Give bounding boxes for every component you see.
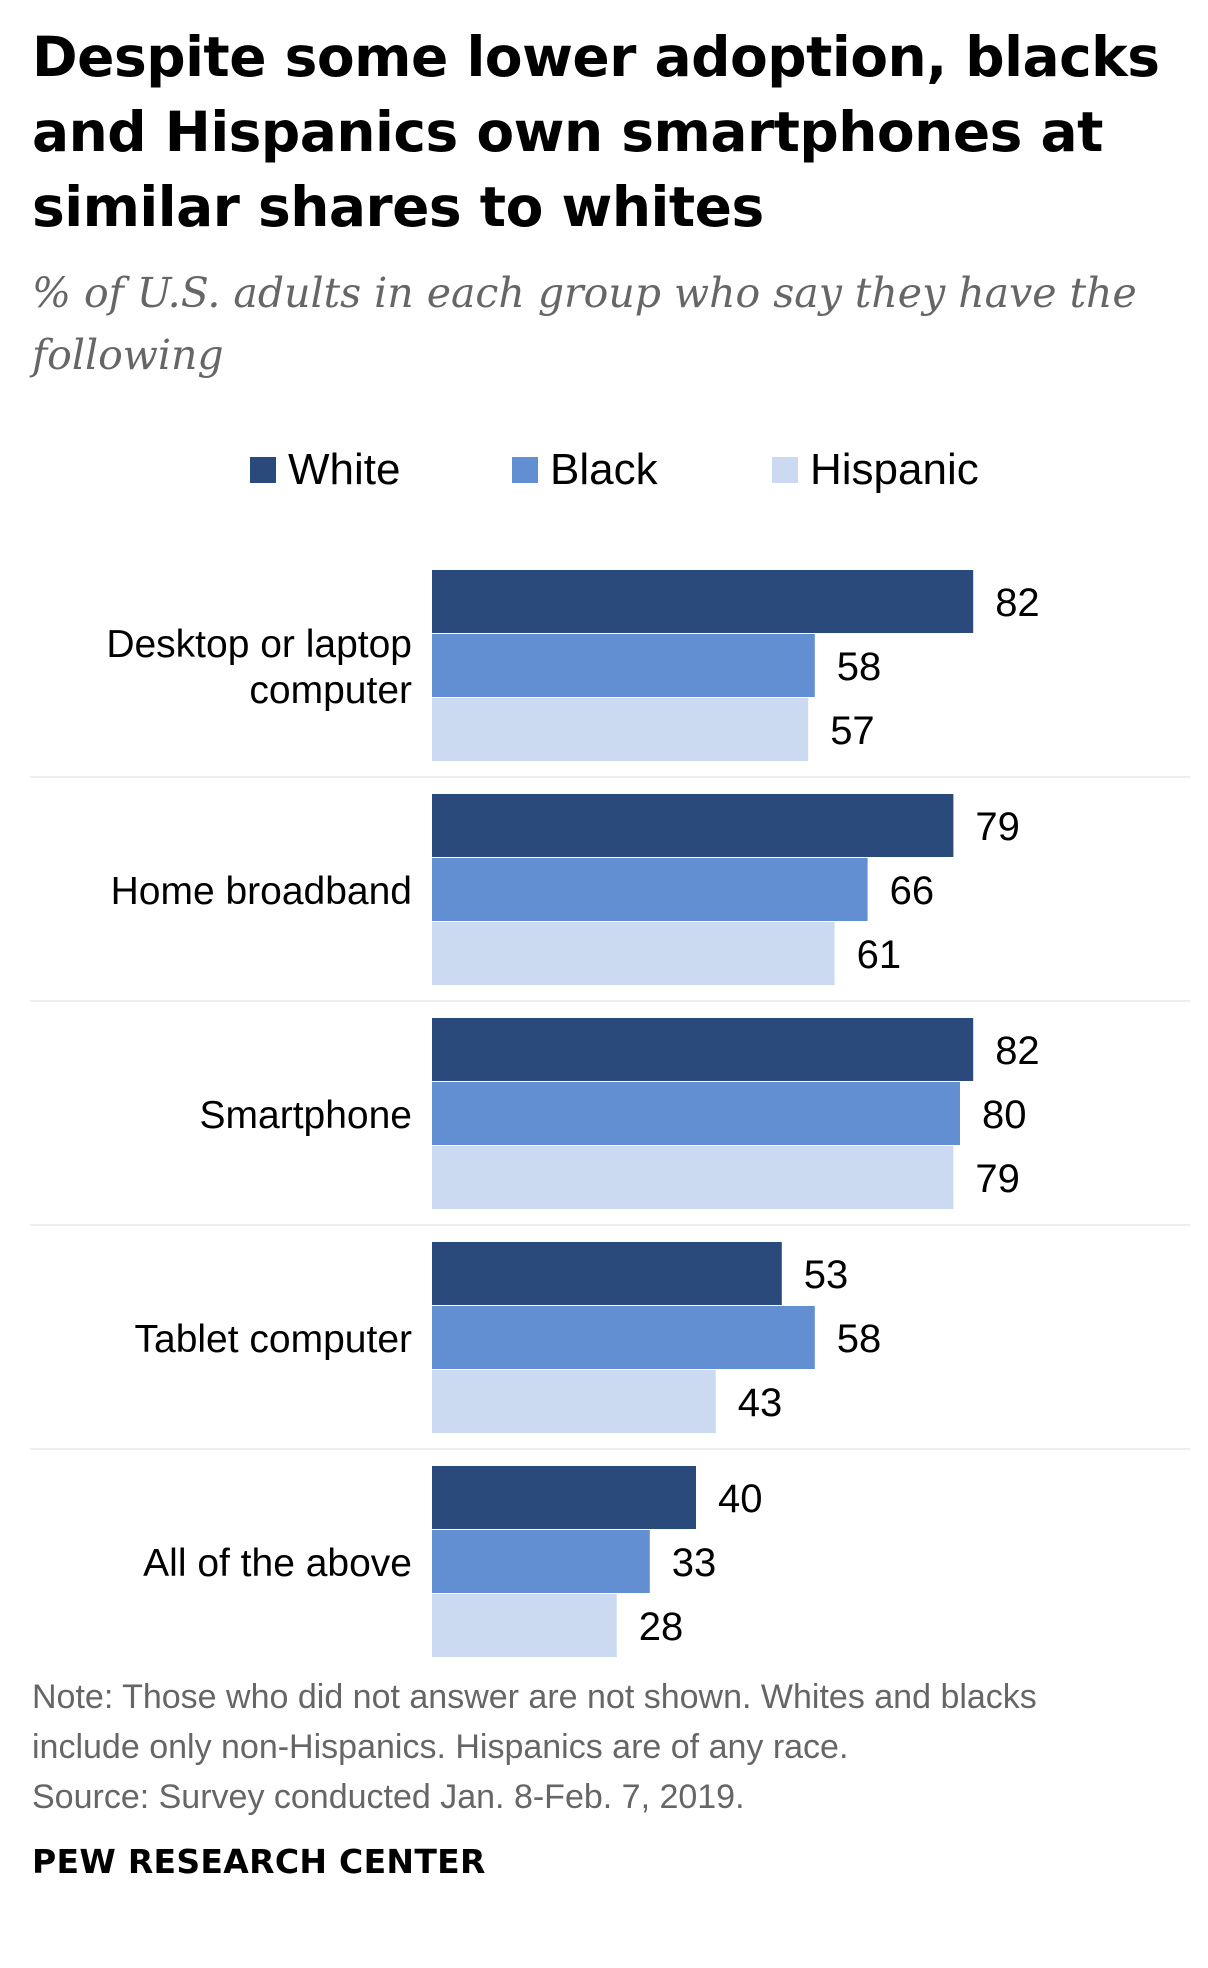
bar-smartphone-white: [432, 1018, 974, 1081]
category-label-all-of-the-above: All of the above: [143, 1542, 412, 1585]
value-label-smartphone-hispanic: 79: [975, 1157, 1020, 1201]
bar-home-broadband-black: [432, 858, 868, 921]
value-label-home-broadband-black: 66: [890, 869, 935, 913]
legend-label-black: Black: [550, 445, 658, 494]
legend-label-hispanic: Hispanic: [810, 445, 979, 494]
bar-tablet-computer-white: [432, 1242, 782, 1305]
category-label-desktop-or-laptop-computer-line-1: Desktop or laptop: [106, 623, 412, 666]
value-label-all-of-the-above-black: 33: [672, 1541, 717, 1585]
source-line: Source: Survey conducted Jan. 8-Feb. 7, …: [32, 1778, 745, 1816]
value-label-desktop-or-laptop-computer-hispanic: 57: [830, 709, 875, 753]
value-label-tablet-computer-black: 58: [837, 1317, 882, 1361]
legend-label-white: White: [288, 445, 401, 494]
value-label-tablet-computer-hispanic: 43: [738, 1381, 783, 1425]
bar-all-of-the-above-hispanic: [432, 1594, 617, 1657]
value-label-smartphone-black: 80: [982, 1093, 1027, 1137]
value-label-tablet-computer-white: 53: [804, 1253, 849, 1297]
value-label-smartphone-white: 82: [995, 1029, 1039, 1073]
bar-home-broadband-hispanic: [432, 922, 835, 985]
bar-home-broadband-white: [432, 794, 954, 857]
bar-tablet-computer-hispanic: [432, 1370, 716, 1433]
value-label-all-of-the-above-hispanic: 28: [639, 1605, 684, 1649]
value-label-home-broadband-hispanic: 61: [857, 933, 902, 977]
legend-swatch-white: [250, 457, 276, 483]
bar-all-of-the-above-white: [432, 1466, 696, 1529]
value-label-desktop-or-laptop-computer-white: 82: [995, 581, 1039, 625]
category-label-smartphone: Smartphone: [200, 1094, 412, 1137]
value-label-desktop-or-laptop-computer-black: 58: [837, 645, 882, 689]
value-label-all-of-the-above-white: 40: [718, 1477, 763, 1521]
bar-tablet-computer-black: [432, 1306, 815, 1369]
category-label-home-broadband: Home broadband: [111, 870, 412, 913]
chart-title: Despite some lower adoption, blacks and …: [32, 25, 1160, 239]
value-label-home-broadband-white: 79: [975, 805, 1020, 849]
bar-all-of-the-above-black: [432, 1530, 650, 1593]
legend-item-white: White: [250, 440, 400, 500]
category-label-desktop-or-laptop-computer-line-2: computer: [249, 669, 412, 712]
legend-item-hispanic: Hispanic: [772, 440, 979, 500]
chart-subtitle: % of U.S. adults in each group who say t…: [32, 269, 1137, 379]
note-line-2: include only non-Hispanics. Hispanics ar…: [32, 1728, 849, 1766]
bar-desktop-or-laptop-computer-white: [432, 570, 974, 633]
note-line-1: Note: Those who did not answer are not s…: [32, 1678, 1037, 1716]
bar-smartphone-hispanic: [432, 1146, 954, 1209]
brand-logo-text: PEW RESEARCH CENTER: [32, 1842, 486, 1881]
bar-desktop-or-laptop-computer-black: [432, 634, 815, 697]
legend: White Black Hispanic: [0, 440, 1208, 500]
bar-desktop-or-laptop-computer-hispanic: [432, 698, 809, 761]
bar-smartphone-black: [432, 1082, 960, 1145]
chart-note: Note: Those who did not answer are not s…: [32, 1672, 1192, 1822]
legend-item-black: Black: [512, 440, 658, 500]
legend-swatch-hispanic: [772, 457, 798, 483]
legend-swatch-black: [512, 457, 538, 483]
category-label-tablet-computer: Tablet computer: [135, 1318, 412, 1361]
